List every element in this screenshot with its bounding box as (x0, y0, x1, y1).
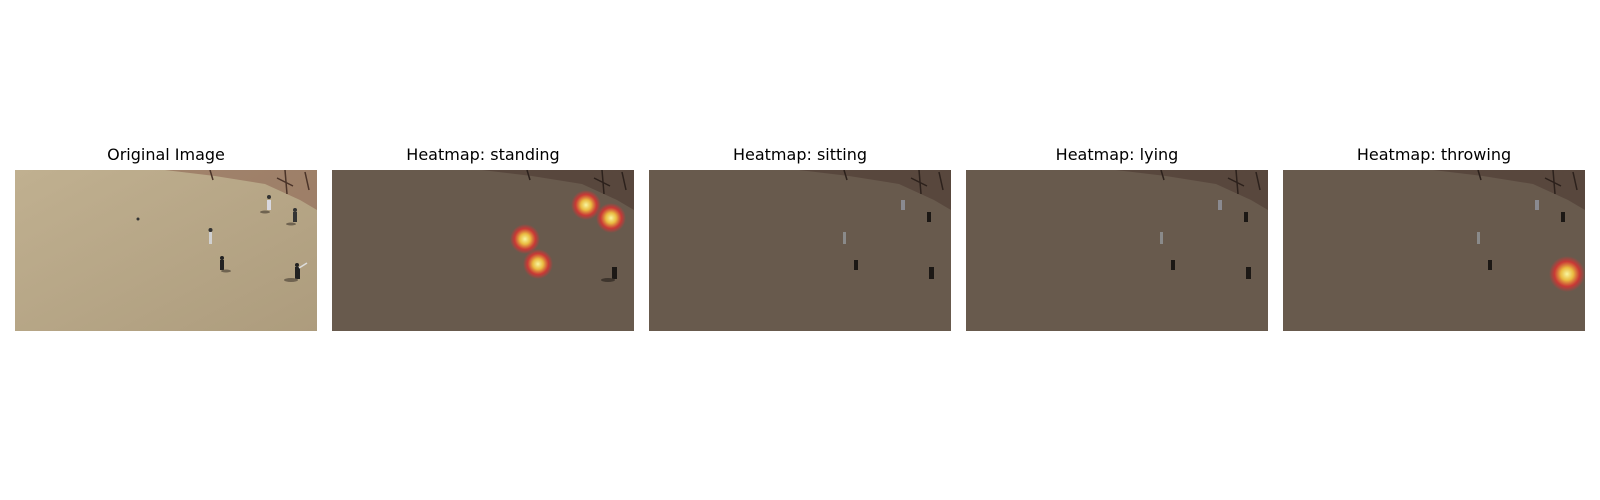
heat-spot (1549, 256, 1585, 292)
person-right-throwing (601, 267, 617, 282)
panel-title: Heatmap: standing (406, 145, 560, 164)
people (843, 200, 934, 279)
panel-heatmap-throwing: Heatmap: throwing (1283, 140, 1585, 331)
panel-title: Heatmap: throwing (1356, 145, 1512, 164)
ball (136, 217, 140, 221)
panel-title: Original Image (107, 145, 225, 164)
panel-title: Heatmap: lying (1055, 145, 1179, 164)
field-dimmed (1283, 170, 1585, 331)
panel-heatmap-standing: Heatmap: standing (332, 140, 634, 331)
panel-original: Original Image (15, 140, 317, 331)
person-lower-center (220, 256, 231, 273)
field (15, 170, 317, 331)
trees (526, 170, 627, 195)
heat-spot (571, 190, 601, 220)
trees (1477, 170, 1578, 195)
trees (843, 170, 944, 195)
heatmap-throwing-image (1283, 170, 1585, 331)
tree-line (1116, 170, 1268, 210)
tree-line (1433, 170, 1585, 210)
field-dimmed (966, 170, 1268, 331)
tree-line (799, 170, 951, 210)
original-image (15, 170, 317, 331)
heat-spot (510, 224, 540, 254)
people (1160, 200, 1251, 279)
tree-line (165, 170, 317, 210)
heatmap-sitting-image (649, 170, 951, 331)
trees (1160, 170, 1261, 195)
heatmap-lying-image (966, 170, 1268, 331)
panel-title: Heatmap: sitting (732, 145, 868, 164)
people (1477, 200, 1565, 270)
heatmap-standing-image (332, 170, 634, 331)
heat-spot (596, 203, 626, 233)
panel-heatmap-lying: Heatmap: lying (966, 140, 1268, 331)
person-top-right-b (286, 208, 297, 226)
tree-line (482, 170, 634, 210)
heat-spot (523, 249, 553, 279)
trees (209, 170, 310, 195)
person-center-left (208, 228, 213, 244)
panel-heatmap-sitting: Heatmap: sitting (649, 140, 951, 331)
field-dimmed (649, 170, 951, 331)
person-top-right-a (260, 195, 271, 214)
person-right-throwing (284, 262, 308, 282)
